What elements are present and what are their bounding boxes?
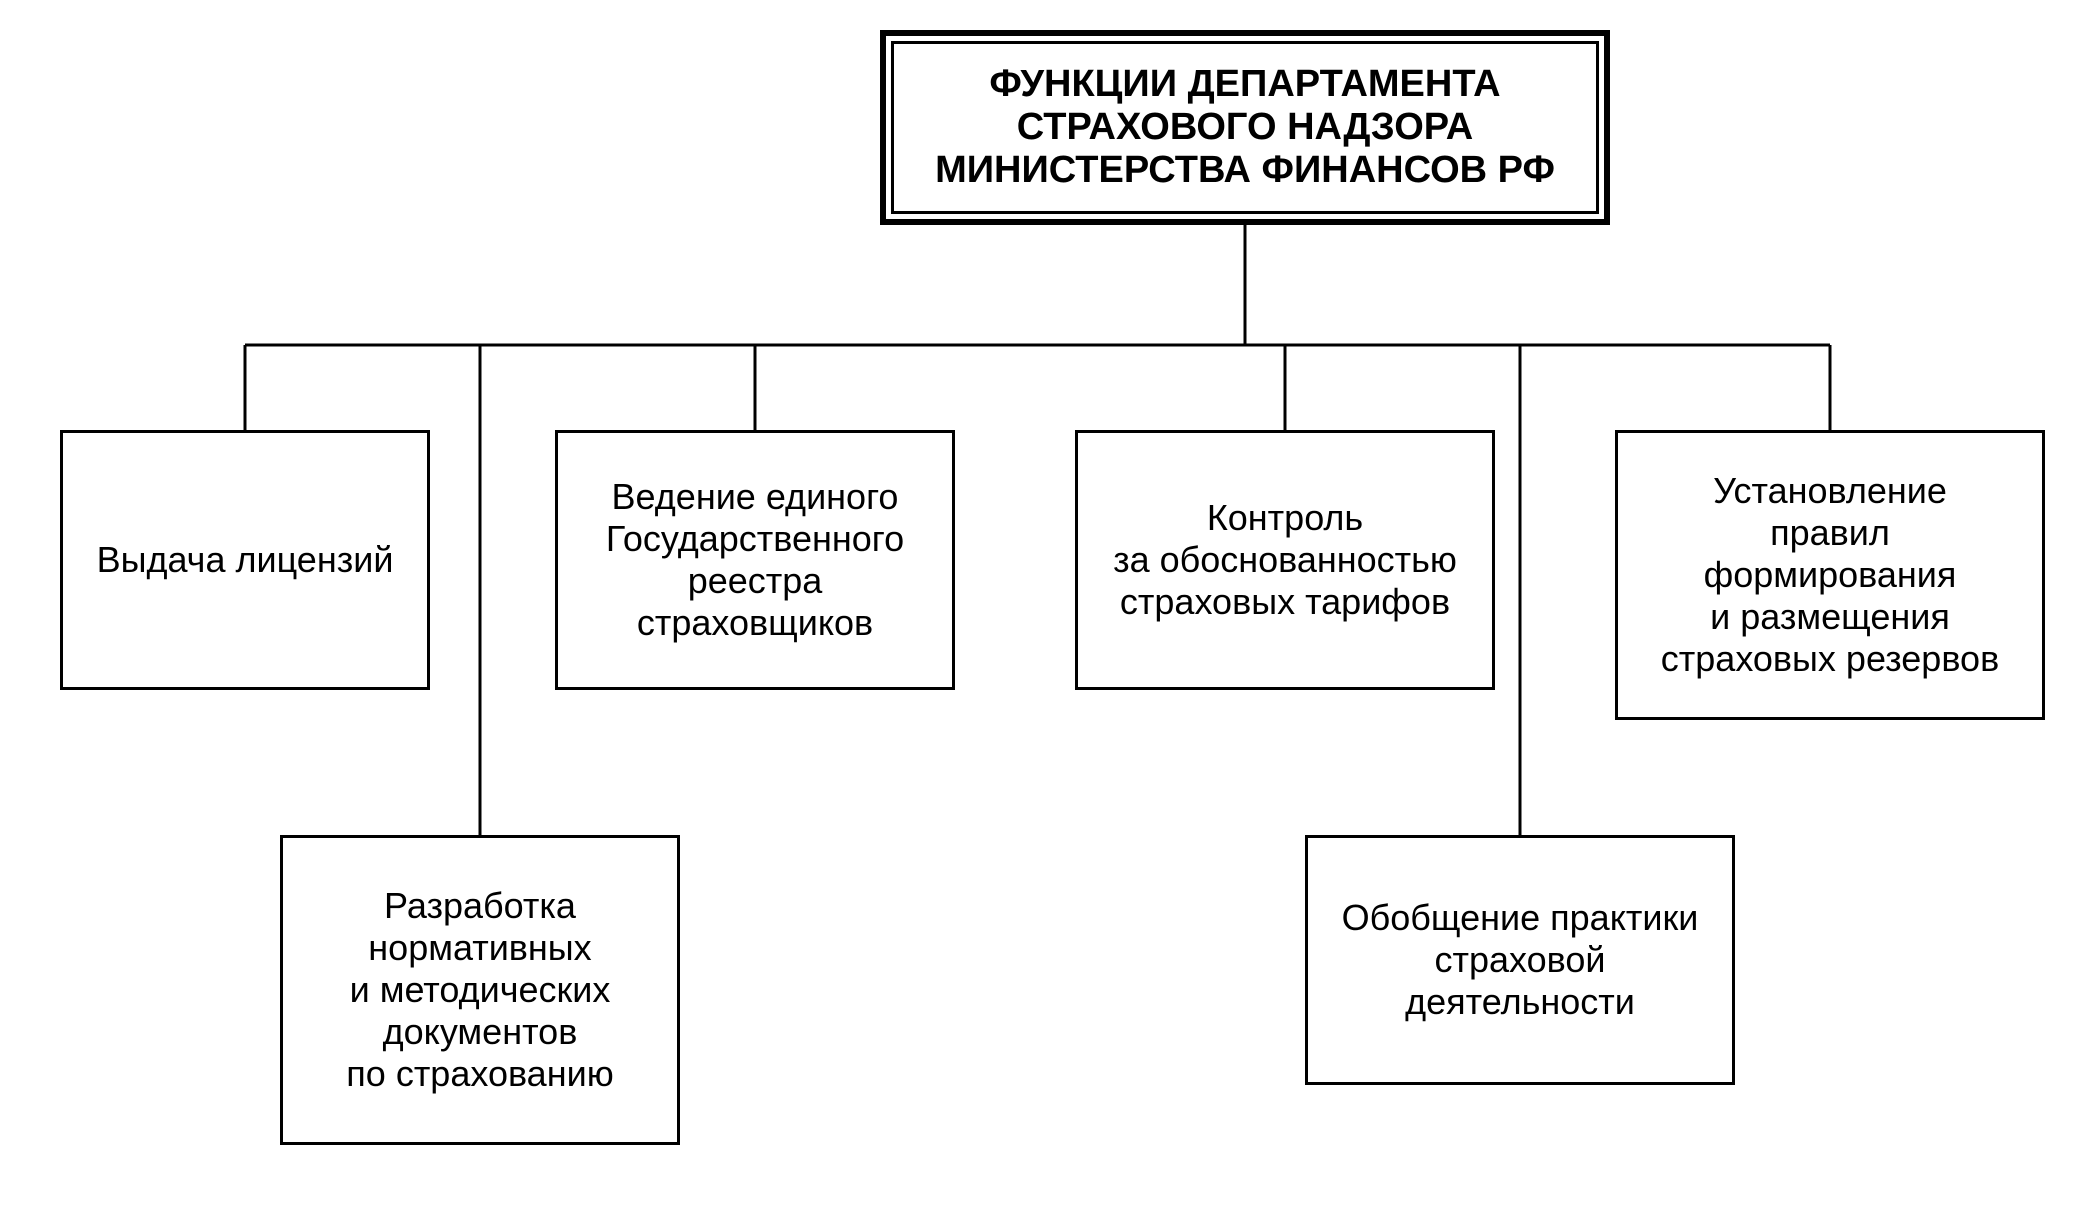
node-licenses-label: Выдача лицензий [97, 539, 394, 581]
node-rules-label: Установление правил формирования и разме… [1661, 470, 1999, 680]
node-registry-label: Ведение единого Государственного реестра… [606, 476, 904, 644]
diagram-canvas: ФУНКЦИИ ДЕПАРТАМЕНТА СТРАХОВОГО НАДЗОРА … [0, 0, 2096, 1215]
node-docs-label: Разработка нормативных и методических до… [346, 885, 613, 1095]
node-control: Контроль за обоснованностью страховых та… [1075, 430, 1495, 690]
node-registry: Ведение единого Государственного реестра… [555, 430, 955, 690]
root-node: ФУНКЦИИ ДЕПАРТАМЕНТА СТРАХОВОГО НАДЗОРА … [880, 30, 1610, 225]
node-control-label: Контроль за обоснованностью страховых та… [1113, 497, 1457, 623]
node-licenses: Выдача лицензий [60, 430, 430, 690]
node-docs: Разработка нормативных и методических до… [280, 835, 680, 1145]
node-rules: Установление правил формирования и разме… [1615, 430, 2045, 720]
root-node-label: ФУНКЦИИ ДЕПАРТАМЕНТА СТРАХОВОГО НАДЗОРА … [891, 41, 1599, 214]
node-practice: Обобщение практики страховой деятельност… [1305, 835, 1735, 1085]
node-practice-label: Обобщение практики страховой деятельност… [1342, 897, 1699, 1023]
